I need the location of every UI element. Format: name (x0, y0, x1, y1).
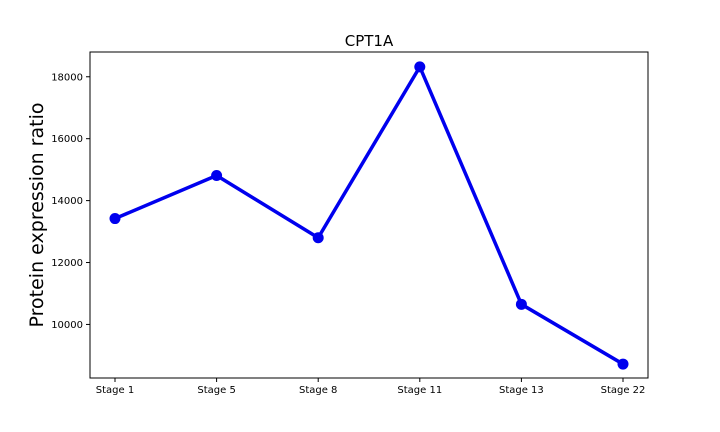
data-point-0 (109, 213, 121, 225)
data-point-4 (515, 298, 527, 310)
chart-title: CPT1A (345, 32, 394, 50)
x-tick-label-3: Stage 11 (397, 385, 442, 396)
y-tick-label-4: 18000 (51, 72, 83, 83)
x-tick-label-1: Stage 5 (197, 385, 235, 396)
y-tick-label-1: 12000 (51, 258, 83, 269)
x-tick-label-5: Stage 22 (601, 385, 646, 396)
x-tick-label-0: Stage 1 (96, 385, 134, 396)
data-point-2 (312, 232, 324, 244)
y-tick-label-3: 16000 (51, 134, 83, 145)
data-point-1 (211, 170, 223, 182)
plot-area: 10000 12000 14000 16000 18000 Stage 1 Stage 5 S… (51, 51, 649, 396)
y-tick-label-2: 14000 (51, 196, 83, 207)
x-tick-label-4: Stage 13 (499, 385, 544, 396)
data-point-5 (617, 358, 629, 370)
data-point-3 (414, 61, 426, 73)
y-axis-label: Protein expression ratio (26, 103, 48, 328)
x-tick-label-2: Stage 8 (299, 385, 337, 396)
series-line (114, 65, 624, 366)
y-tick-label-0: 10000 (51, 320, 83, 331)
plot-frame (89, 51, 649, 379)
